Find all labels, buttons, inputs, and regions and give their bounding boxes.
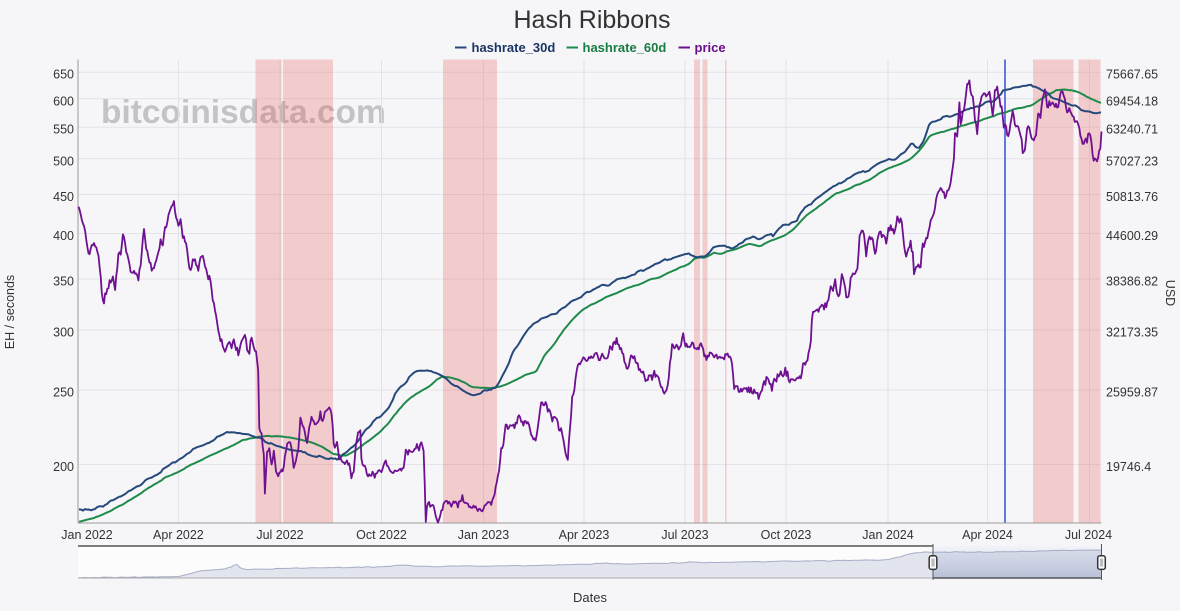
svg-text:350: 350 xyxy=(53,274,74,288)
svg-text:19746.4: 19746.4 xyxy=(1106,460,1151,474)
svg-text:Apr 2023: Apr 2023 xyxy=(559,528,610,542)
svg-text:32173.35: 32173.35 xyxy=(1106,325,1158,339)
svg-text:50813.76: 50813.76 xyxy=(1106,190,1158,204)
svg-text:57027.23: 57027.23 xyxy=(1106,154,1158,168)
svg-text:USD: USD xyxy=(1163,280,1177,306)
svg-text:63240.71: 63240.71 xyxy=(1106,123,1158,137)
svg-text:Jul 2024: Jul 2024 xyxy=(1065,528,1112,542)
svg-text:300: 300 xyxy=(53,325,74,339)
svg-text:Jul 2022: Jul 2022 xyxy=(256,528,303,542)
svg-text:200: 200 xyxy=(53,460,74,474)
svg-text:650: 650 xyxy=(53,68,74,82)
svg-text:450: 450 xyxy=(53,190,74,204)
svg-text:bitcoinisdata.com: bitcoinisdata.com xyxy=(101,94,386,131)
svg-text:Oct 2023: Oct 2023 xyxy=(761,528,812,542)
svg-text:Jan 2022: Jan 2022 xyxy=(61,528,112,542)
svg-text:Jan 2024: Jan 2024 xyxy=(862,528,913,542)
svg-text:44600.29: 44600.29 xyxy=(1106,229,1158,243)
svg-text:Apr 2024: Apr 2024 xyxy=(962,528,1013,542)
svg-text:Dates: Dates xyxy=(573,590,607,605)
svg-text:price: price xyxy=(695,40,726,55)
svg-text:Jul 2023: Jul 2023 xyxy=(661,528,708,542)
svg-text:hashrate_60d: hashrate_60d xyxy=(583,40,667,55)
svg-text:EH / seconds: EH / seconds xyxy=(3,275,17,349)
svg-text:550: 550 xyxy=(53,123,74,137)
svg-text:Apr 2022: Apr 2022 xyxy=(153,528,204,542)
svg-text:Hash Ribbons: Hash Ribbons xyxy=(513,6,670,34)
svg-text:Jan 2023: Jan 2023 xyxy=(458,528,509,542)
svg-text:75667.65: 75667.65 xyxy=(1106,68,1158,82)
svg-text:500: 500 xyxy=(53,154,74,168)
svg-text:69454.18: 69454.18 xyxy=(1106,94,1158,108)
svg-text:25959.87: 25959.87 xyxy=(1106,385,1158,399)
svg-text:250: 250 xyxy=(53,385,74,399)
svg-text:600: 600 xyxy=(53,94,74,108)
svg-text:38386.82: 38386.82 xyxy=(1106,274,1158,288)
svg-text:400: 400 xyxy=(53,229,74,243)
svg-text:Oct 2022: Oct 2022 xyxy=(356,528,407,542)
svg-text:hashrate_30d: hashrate_30d xyxy=(472,40,556,55)
